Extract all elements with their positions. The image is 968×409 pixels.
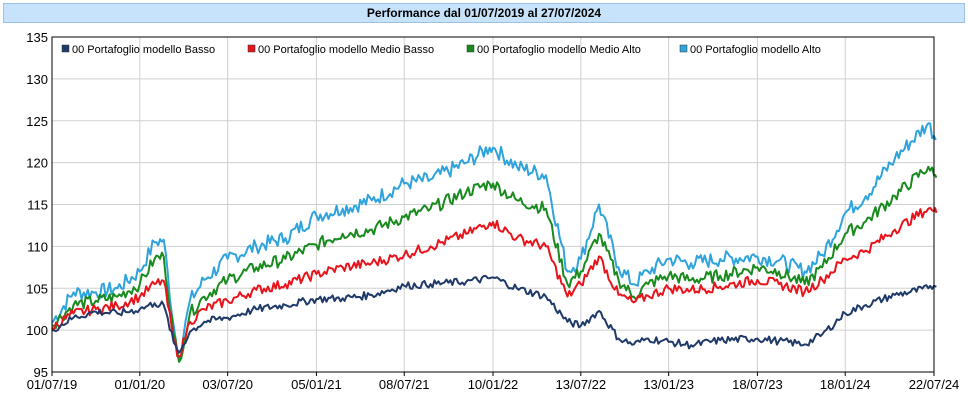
legend: 00 Portafoglio modello Basso 00 Portafogl… <box>61 44 821 56</box>
legend-label: 00 Portafoglio modello Basso <box>72 44 215 56</box>
y-tick-label: 130 <box>26 72 48 87</box>
y-tick-label: 125 <box>26 114 48 129</box>
y-tick-label: 110 <box>27 239 48 254</box>
plot-border <box>51 36 935 373</box>
chart-title: Performance dal 01/07/2019 al 27/07/2024 <box>3 3 965 23</box>
series-line <box>51 165 938 363</box>
x-tick-label: 22/07/24 <box>909 377 960 392</box>
legend-swatch <box>679 44 688 53</box>
y-tick-label: 135 <box>26 30 48 45</box>
x-tick-label: 18/07/23 <box>732 377 783 392</box>
x-axis-ticks: 01/07/19 01/01/20 03/07/20 05/01/21 08/07/21… <box>27 372 960 392</box>
series-lines <box>51 122 938 363</box>
x-tick-label: 13/01/23 <box>643 377 694 392</box>
x-tick-label: 08/07/21 <box>379 377 430 392</box>
grid-lines <box>52 36 934 373</box>
legend-label: 00 Portafoglio modello Alto <box>690 44 821 56</box>
x-tick-label: 03/07/20 <box>202 377 253 392</box>
x-tick-label: 10/01/22 <box>468 377 519 392</box>
y-tick-label: 100 <box>26 323 48 338</box>
legend-swatch <box>61 44 70 53</box>
y-tick-label: 105 <box>26 281 48 296</box>
x-tick-label: 18/01/24 <box>820 377 871 392</box>
x-tick-label: 01/07/19 <box>27 377 78 392</box>
legend-label: 00 Portafoglio modello Medio Basso <box>258 44 434 56</box>
legend-swatch <box>466 44 475 53</box>
legend-label: 00 Portafoglio modello Medio Alto <box>477 44 641 56</box>
y-tick-label: 95 <box>34 365 48 380</box>
legend-swatch <box>247 44 256 53</box>
y-tick-label: 115 <box>27 198 48 213</box>
x-tick-label: 01/01/20 <box>115 377 166 392</box>
x-tick-label: 13/07/22 <box>556 377 607 392</box>
x-tick-label: 05/01/21 <box>291 377 342 392</box>
series-line <box>51 275 937 354</box>
series-line <box>51 122 937 361</box>
y-tick-label: 120 <box>26 156 48 171</box>
series-line <box>51 206 938 358</box>
y-axis-ticks: 95 100 105 110 115 120 125 130 135 <box>26 30 48 380</box>
